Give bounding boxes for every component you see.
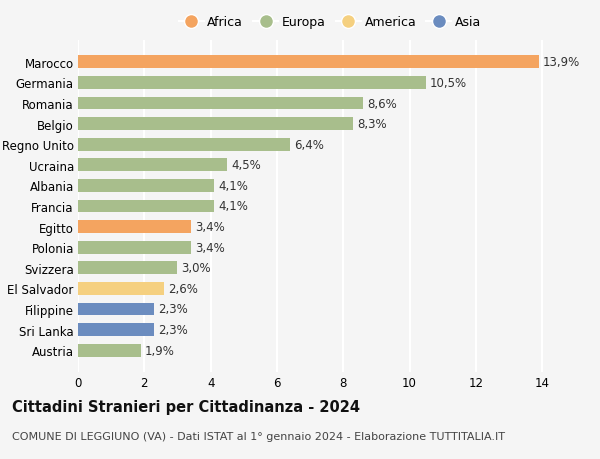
Bar bbox=[78, 139, 290, 151]
Text: Cittadini Stranieri per Cittadinanza - 2024: Cittadini Stranieri per Cittadinanza - 2… bbox=[12, 399, 360, 414]
Text: 2,3%: 2,3% bbox=[158, 303, 188, 316]
Text: 13,9%: 13,9% bbox=[543, 56, 580, 69]
Bar bbox=[78, 303, 154, 316]
Text: 2,6%: 2,6% bbox=[168, 282, 198, 295]
Bar bbox=[78, 56, 539, 69]
Text: 4,5%: 4,5% bbox=[231, 159, 261, 172]
Bar bbox=[78, 179, 214, 192]
Text: 4,1%: 4,1% bbox=[218, 200, 248, 213]
Legend: Africa, Europa, America, Asia: Africa, Europa, America, Asia bbox=[173, 11, 487, 34]
Bar bbox=[78, 344, 141, 357]
Bar bbox=[78, 200, 214, 213]
Text: COMUNE DI LEGGIUNO (VA) - Dati ISTAT al 1° gennaio 2024 - Elaborazione TUTTITALI: COMUNE DI LEGGIUNO (VA) - Dati ISTAT al … bbox=[12, 431, 505, 442]
Bar bbox=[78, 77, 426, 90]
Text: 3,4%: 3,4% bbox=[195, 241, 224, 254]
Bar bbox=[78, 241, 191, 254]
Bar bbox=[78, 221, 191, 234]
Bar bbox=[78, 97, 363, 110]
Bar bbox=[78, 118, 353, 131]
Bar bbox=[78, 282, 164, 295]
Text: 8,3%: 8,3% bbox=[357, 118, 387, 131]
Text: 2,3%: 2,3% bbox=[158, 323, 188, 336]
Bar bbox=[78, 324, 154, 336]
Bar bbox=[78, 159, 227, 172]
Bar bbox=[78, 262, 178, 274]
Text: 1,9%: 1,9% bbox=[145, 344, 175, 357]
Text: 8,6%: 8,6% bbox=[367, 97, 397, 110]
Text: 3,4%: 3,4% bbox=[195, 221, 224, 234]
Text: 3,0%: 3,0% bbox=[181, 262, 211, 274]
Text: 6,4%: 6,4% bbox=[294, 139, 324, 151]
Text: 10,5%: 10,5% bbox=[430, 77, 467, 90]
Text: 4,1%: 4,1% bbox=[218, 179, 248, 192]
